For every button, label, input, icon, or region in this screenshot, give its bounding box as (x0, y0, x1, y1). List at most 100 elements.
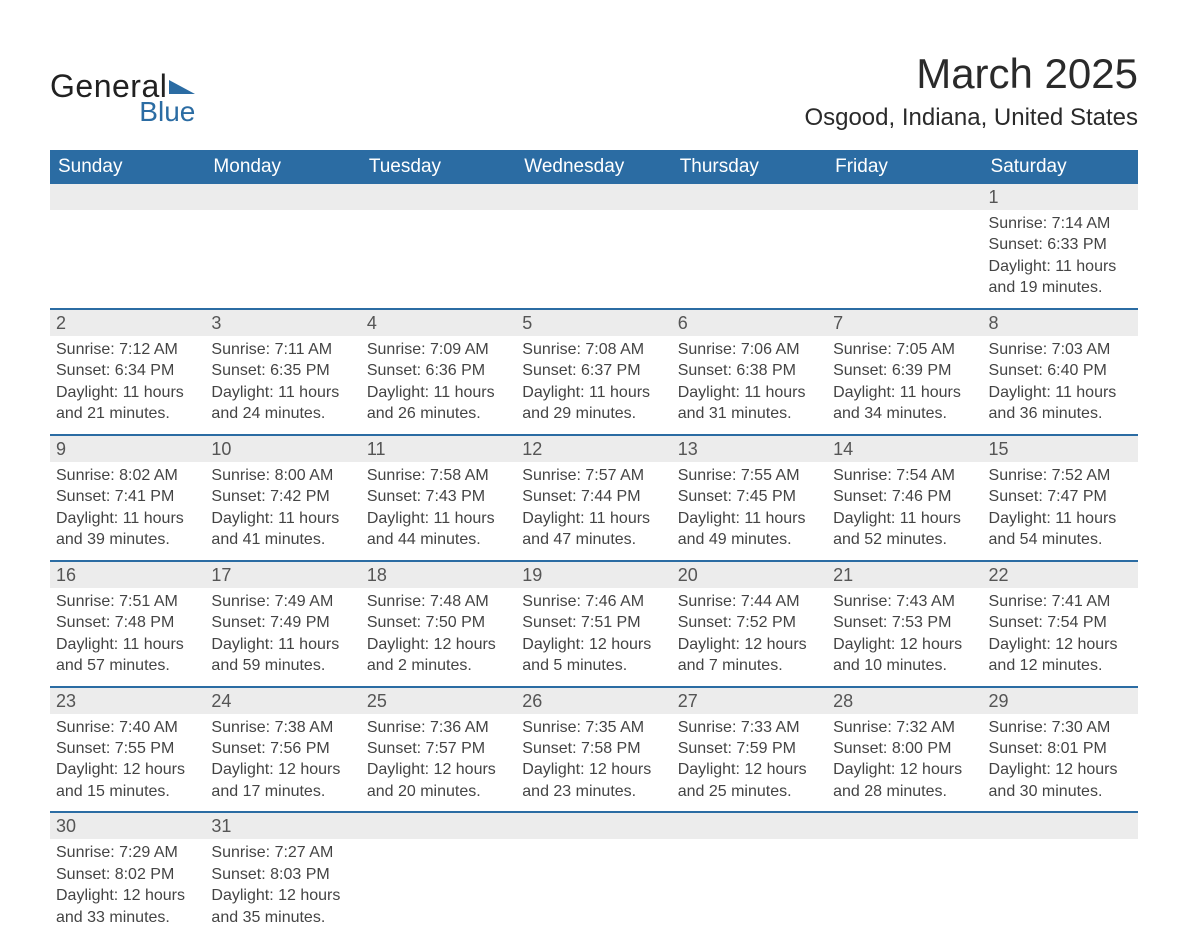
daylight-text-2: and 30 minutes. (989, 782, 1132, 802)
daylight-text-1: Daylight: 12 hours (522, 635, 665, 655)
sunset-text: Sunset: 7:57 PM (367, 739, 510, 759)
day-number: 16 (56, 565, 76, 585)
day-number-cell: 22 (983, 561, 1138, 588)
day-number: 1 (989, 187, 999, 207)
sunrise-text: Sunrise: 7:27 AM (211, 843, 354, 863)
day-number-cell: 11 (361, 435, 516, 462)
sunset-text: Sunset: 6:37 PM (522, 361, 665, 381)
daylight-text-2: and 17 minutes. (211, 782, 354, 802)
sunrise-text: Sunrise: 7:51 AM (56, 592, 199, 612)
day-detail-cell (983, 839, 1138, 937)
day-detail-cell: Sunrise: 7:52 AMSunset: 7:47 PMDaylight:… (983, 462, 1138, 561)
day-detail-cell: Sunrise: 7:36 AMSunset: 7:57 PMDaylight:… (361, 714, 516, 813)
daylight-text-1: Daylight: 11 hours (56, 383, 199, 403)
sunrise-text: Sunrise: 7:48 AM (367, 592, 510, 612)
day-detail-cell: Sunrise: 7:43 AMSunset: 7:53 PMDaylight:… (827, 588, 982, 687)
day-number-cell (205, 184, 360, 210)
daylight-text-2: and 44 minutes. (367, 530, 510, 550)
logo: General Blue (50, 50, 195, 126)
day-detail-cell: Sunrise: 7:29 AMSunset: 8:02 PMDaylight:… (50, 839, 205, 937)
sunset-text: Sunset: 7:44 PM (522, 487, 665, 507)
sunrise-text: Sunrise: 7:29 AM (56, 843, 199, 863)
sunrise-text: Sunrise: 7:46 AM (522, 592, 665, 612)
sunset-text: Sunset: 7:53 PM (833, 613, 976, 633)
sunrise-text: Sunrise: 7:40 AM (56, 718, 199, 738)
sunset-text: Sunset: 7:50 PM (367, 613, 510, 633)
day-detail-cell: Sunrise: 7:35 AMSunset: 7:58 PMDaylight:… (516, 714, 671, 813)
day-number: 19 (522, 565, 542, 585)
daylight-text-1: Daylight: 11 hours (678, 383, 821, 403)
day-number-cell: 23 (50, 687, 205, 714)
day-number: 22 (989, 565, 1009, 585)
day-number-cell: 7 (827, 309, 982, 336)
daylight-text-1: Daylight: 12 hours (989, 635, 1132, 655)
sunset-text: Sunset: 8:03 PM (211, 865, 354, 885)
day-number-cell: 31 (205, 812, 360, 839)
daylight-text-1: Daylight: 11 hours (833, 509, 976, 529)
day-number-row: 30 31 (50, 812, 1138, 839)
day-number-cell: 21 (827, 561, 982, 588)
day-number-cell: 6 (672, 309, 827, 336)
daylight-text-1: Daylight: 12 hours (56, 760, 199, 780)
day-number-cell: 10 (205, 435, 360, 462)
day-number-cell: 17 (205, 561, 360, 588)
sunset-text: Sunset: 7:42 PM (211, 487, 354, 507)
day-number-cell: 30 (50, 812, 205, 839)
day-detail-cell: Sunrise: 7:06 AMSunset: 6:38 PMDaylight:… (672, 336, 827, 435)
day-number-row: 1 (50, 184, 1138, 210)
sunset-text: Sunset: 6:39 PM (833, 361, 976, 381)
sunrise-text: Sunrise: 7:58 AM (367, 466, 510, 486)
sunrise-text: Sunrise: 7:38 AM (211, 718, 354, 738)
day-detail-cell (50, 210, 205, 309)
day-number-cell: 25 (361, 687, 516, 714)
day-detail-cell: Sunrise: 7:41 AMSunset: 7:54 PMDaylight:… (983, 588, 1138, 687)
day-number-cell (672, 184, 827, 210)
sunrise-text: Sunrise: 7:32 AM (833, 718, 976, 738)
sunset-text: Sunset: 6:36 PM (367, 361, 510, 381)
day-number-row: 23242526272829 (50, 687, 1138, 714)
weekday-header: Tuesday (361, 150, 516, 184)
sunset-text: Sunset: 7:52 PM (678, 613, 821, 633)
daylight-text-2: and 25 minutes. (678, 782, 821, 802)
day-number-cell: 20 (672, 561, 827, 588)
day-detail-cell: Sunrise: 7:57 AMSunset: 7:44 PMDaylight:… (516, 462, 671, 561)
day-number-cell (50, 184, 205, 210)
day-number-cell: 19 (516, 561, 671, 588)
sunrise-text: Sunrise: 7:30 AM (989, 718, 1132, 738)
day-number: 6 (678, 313, 688, 333)
day-detail-cell: Sunrise: 7:48 AMSunset: 7:50 PMDaylight:… (361, 588, 516, 687)
sunrise-text: Sunrise: 7:33 AM (678, 718, 821, 738)
daylight-text-1: Daylight: 11 hours (367, 509, 510, 529)
day-number: 20 (678, 565, 698, 585)
day-number-cell (516, 812, 671, 839)
day-number-row: 2345678 (50, 309, 1138, 336)
daylight-text-1: Daylight: 11 hours (211, 635, 354, 655)
daylight-text-2: and 57 minutes. (56, 656, 199, 676)
daylight-text-2: and 34 minutes. (833, 404, 976, 424)
day-detail-cell: Sunrise: 7:14 AMSunset: 6:33 PMDaylight:… (983, 210, 1138, 309)
sunset-text: Sunset: 6:33 PM (989, 235, 1132, 255)
day-number-cell: 29 (983, 687, 1138, 714)
sunrise-text: Sunrise: 8:02 AM (56, 466, 199, 486)
sunset-text: Sunset: 7:45 PM (678, 487, 821, 507)
day-number-cell: 13 (672, 435, 827, 462)
day-number: 5 (522, 313, 532, 333)
day-detail-cell: Sunrise: 7:05 AMSunset: 6:39 PMDaylight:… (827, 336, 982, 435)
sunrise-text: Sunrise: 7:43 AM (833, 592, 976, 612)
day-number-cell: 15 (983, 435, 1138, 462)
daylight-text-2: and 59 minutes. (211, 656, 354, 676)
weekday-header: Friday (827, 150, 982, 184)
daylight-text-1: Daylight: 11 hours (989, 257, 1132, 277)
daylight-text-1: Daylight: 11 hours (367, 383, 510, 403)
daylight-text-2: and 47 minutes. (522, 530, 665, 550)
sunrise-text: Sunrise: 7:05 AM (833, 340, 976, 360)
sunrise-text: Sunrise: 7:35 AM (522, 718, 665, 738)
sunrise-text: Sunrise: 7:44 AM (678, 592, 821, 612)
day-number-cell: 14 (827, 435, 982, 462)
sunrise-text: Sunrise: 7:36 AM (367, 718, 510, 738)
day-number-cell: 26 (516, 687, 671, 714)
day-number: 2 (56, 313, 66, 333)
day-detail-cell: Sunrise: 7:40 AMSunset: 7:55 PMDaylight:… (50, 714, 205, 813)
day-detail-cell: Sunrise: 7:12 AMSunset: 6:34 PMDaylight:… (50, 336, 205, 435)
day-number: 30 (56, 816, 76, 836)
